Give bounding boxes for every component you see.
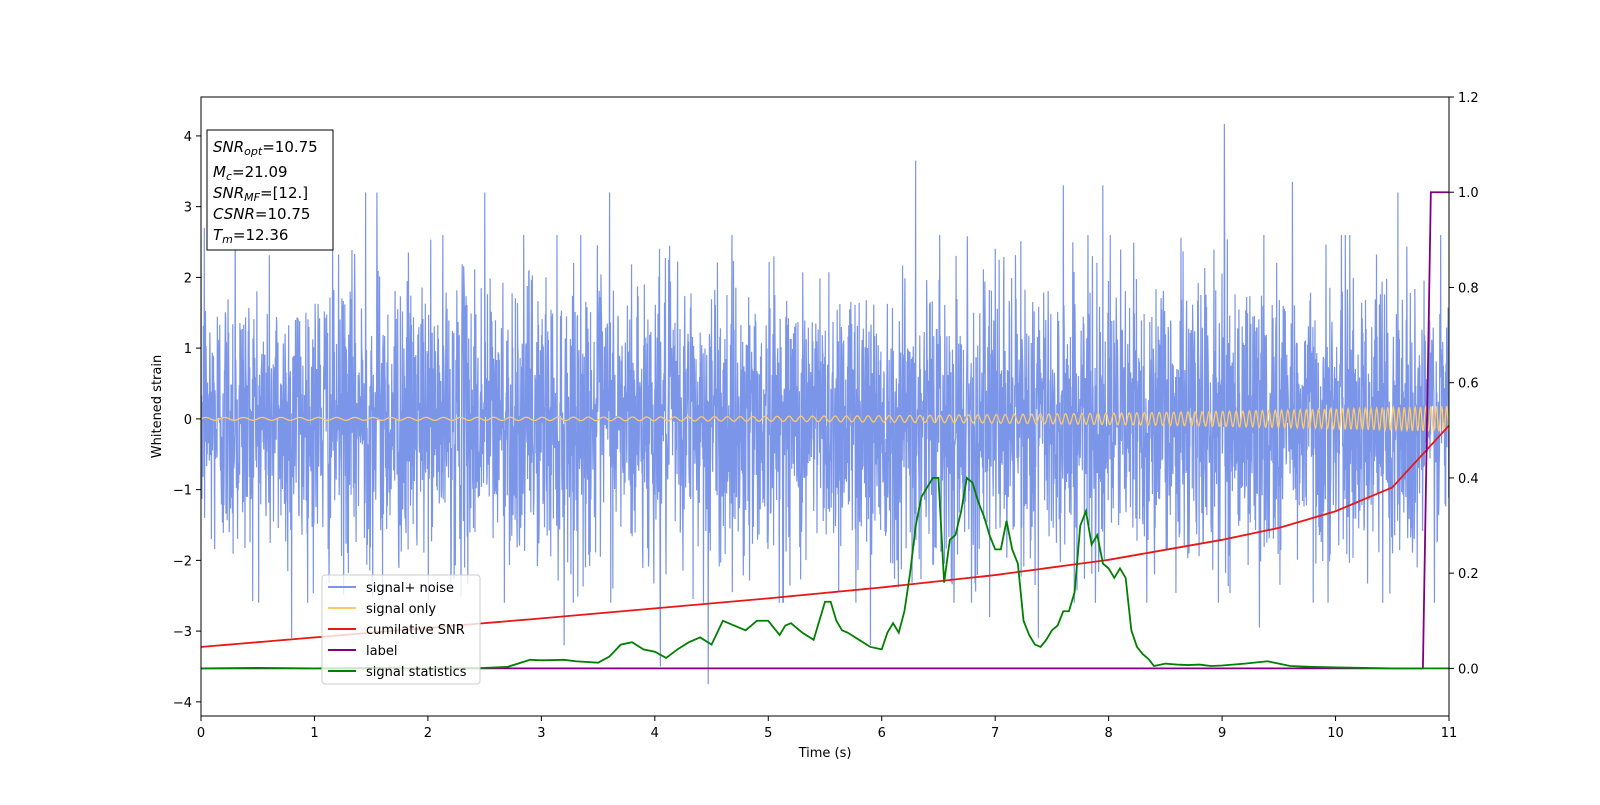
series-line-signal-only (201, 404, 1449, 433)
series-line-signal-statistics (201, 476, 1449, 670)
x-tick-label: 8 (1104, 726, 1112, 741)
y-tick-label: 1 (184, 342, 192, 357)
y-tick-label: −3 (173, 625, 192, 640)
x-tick-label: 6 (878, 726, 886, 741)
y-tick-label: −2 (173, 554, 192, 569)
annotation-line: Mc=21.09 (213, 163, 288, 183)
y-axis-right: 1.2 1.0 0.8 0.6 0.4 0.2 0.0 (1449, 91, 1479, 677)
y2-tick-label: 0.8 (1458, 281, 1479, 296)
x-tick-label: 3 (537, 726, 545, 741)
annotation-line: SNRopt=10.75 (213, 138, 318, 158)
y-tick-label: −1 (173, 484, 192, 499)
series-line-label (201, 191, 1449, 670)
y-tick-label: 0 (184, 413, 192, 428)
y2-tick-label: 0.0 (1458, 662, 1479, 677)
legend-label-signal-statistics: signal statistics (366, 665, 467, 680)
x-tick-label: 7 (991, 726, 999, 741)
annotation-frame (206, 129, 334, 251)
y2-tick-label: 1.2 (1458, 91, 1479, 106)
x-tick-label: 4 (651, 726, 659, 741)
legend-label-signal-noise: signal+ noise (366, 581, 454, 596)
x-axis: 0 1 2 3 4 5 6 7 8 9 10 11 (197, 716, 1457, 741)
legend-label-cumilative-snr: cumilative SNR (366, 623, 465, 638)
annotation-line: CSNR=10.75 (213, 205, 310, 223)
x-tick-label: 2 (424, 726, 432, 741)
legend-label-label: label (366, 644, 397, 659)
y2-tick-label: 0.4 (1458, 472, 1479, 487)
x-tick-label: 10 (1327, 726, 1344, 741)
y-axis-left: 4 3 2 1 0 −1 −2 −3 −4 (173, 130, 201, 711)
metrics-annotation-box: SNRopt=10.75 Mc=21.09SNRMF=[12.]CSNR=10.7… (206, 129, 334, 251)
y-tick-label: 2 (184, 271, 192, 286)
x-tick-label: 9 (1218, 726, 1226, 741)
plot-frame (200, 96, 1450, 717)
y2-tick-label: 0.6 (1458, 377, 1479, 392)
y2-tick-label: 0.2 (1458, 567, 1479, 582)
legend-frame (321, 574, 481, 685)
y-tick-label: −4 (173, 696, 192, 711)
annotation-line: SNRMF=[12.] (213, 184, 308, 204)
x-tick-label: 1 (310, 726, 318, 741)
x-tick-label: 0 (197, 726, 205, 741)
x-tick-label: 5 (764, 726, 772, 741)
y-axis-label: Whitened strain (150, 355, 165, 458)
y2-tick-label: 1.0 (1458, 186, 1479, 201)
y-tick-label: 4 (184, 130, 192, 145)
x-tick-label: 11 (1441, 726, 1458, 741)
y-tick-label: 3 (184, 201, 192, 216)
annotation-line: Tm=12.36 (213, 226, 288, 246)
legend-label-signal-only: signal only (366, 602, 436, 617)
legend: signal+ noise signal only cumilative SNR la… (321, 574, 481, 685)
x-axis-label: Time (s) (798, 746, 852, 761)
